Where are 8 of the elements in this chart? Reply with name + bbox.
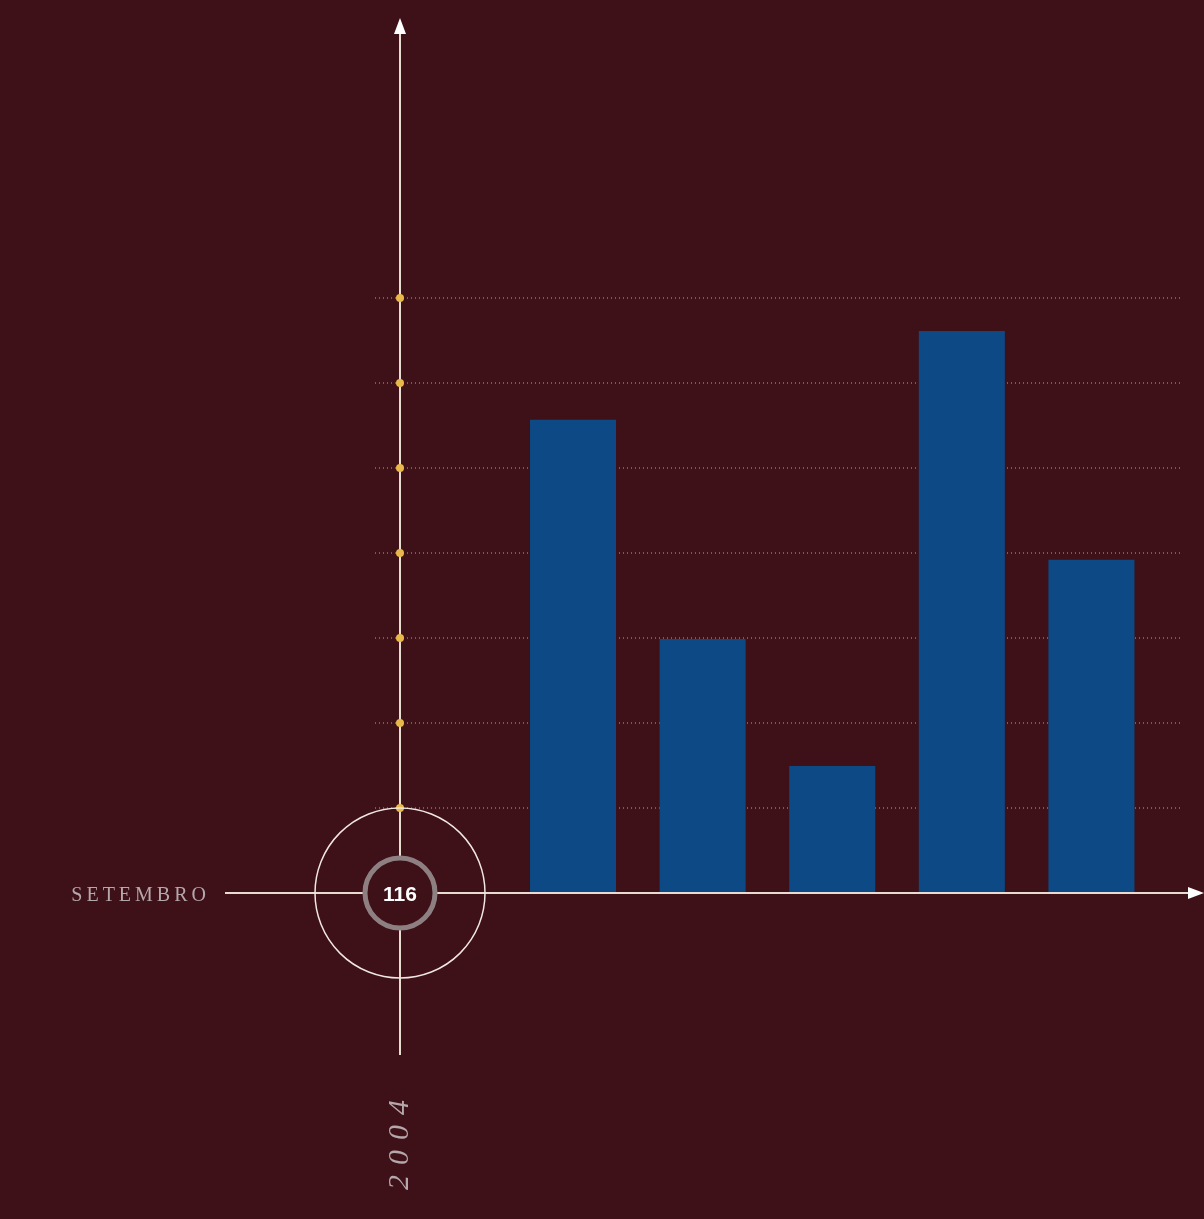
bar [530,419,617,893]
bar [789,765,876,893]
text: 116 [383,882,417,905]
bar [659,638,746,893]
text: 2004 [381,1090,414,1190]
bar [1048,559,1135,893]
bar [918,331,1005,893]
text: SETEMBRO [71,883,210,905]
